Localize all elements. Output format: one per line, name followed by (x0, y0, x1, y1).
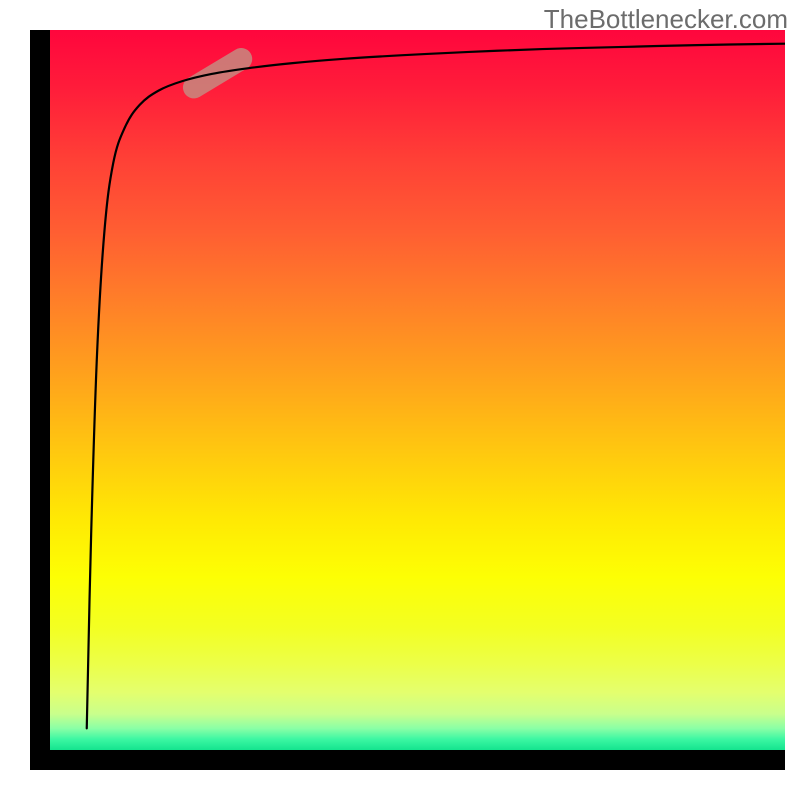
watermark-label: TheBottlenecker.com (544, 4, 788, 35)
bottleneck-curve-chart (0, 0, 800, 800)
chart-stage: TheBottlenecker.com (0, 0, 800, 800)
plot-background (50, 30, 785, 750)
